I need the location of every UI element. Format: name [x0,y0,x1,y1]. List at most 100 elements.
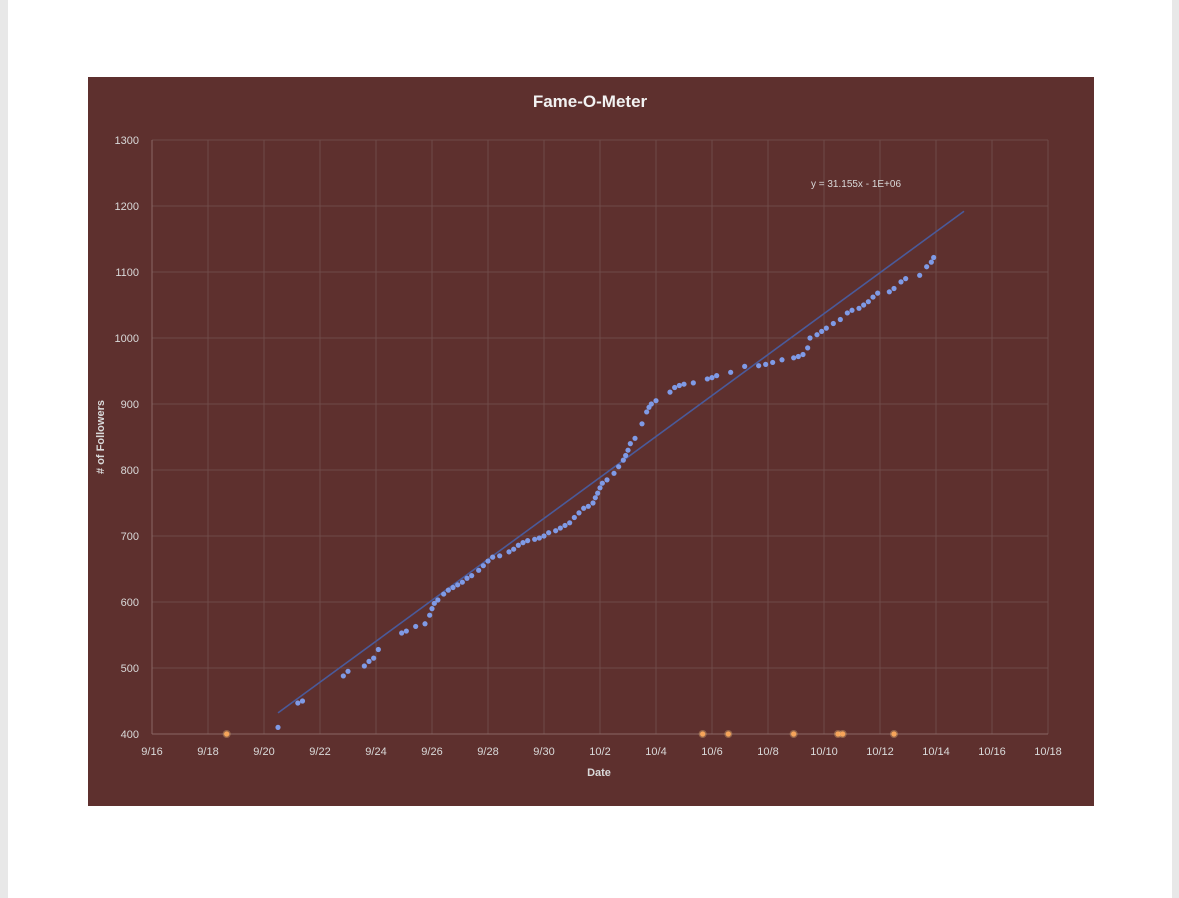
data-point-followers [399,630,405,636]
data-point-followers [931,254,937,261]
labels: Fame-O-Meter Date # of Followers y = 31.… [95,92,1062,779]
data-point-followers [553,528,559,534]
data-point-followers [590,500,596,506]
data-point-followers [627,441,633,447]
data-point-followers [648,401,654,407]
data-point-followers [562,522,568,529]
data-point-followers [676,382,682,389]
data-point-followers [928,259,934,265]
x-tick-label: 10/8 [757,746,778,758]
data-point-followers [455,582,461,588]
axes [151,140,1048,735]
chart-area: Fame-O-Meter Date # of Followers y = 31.… [88,77,1094,806]
data-point-followers [625,447,631,453]
data-point-followers [581,505,587,511]
data-points [222,254,937,738]
data-point-followers [464,575,470,581]
data-point-followers [469,573,475,579]
data-point-followers [644,409,650,415]
data-point-followers [427,612,433,618]
data-point-baseline [791,731,797,737]
y-tick-label: 800 [121,465,139,477]
data-point-followers [709,375,715,381]
trendline [277,210,965,714]
data-point-followers [536,535,542,541]
x-tick-label: 10/2 [589,746,610,758]
x-tick-label: 9/26 [421,746,442,758]
data-point-followers [431,600,437,606]
data-point-followers [571,514,577,521]
x-tick-label: 10/10 [810,746,838,758]
data-point-followers [800,351,806,358]
data-point-followers [742,363,748,369]
data-point-followers [366,658,372,665]
y-tick-label: 700 [121,531,139,543]
data-point-followers [795,353,801,360]
gridlines [152,139,1049,734]
data-point-followers [917,272,923,278]
data-point-followers [459,579,465,585]
trendline-layer [277,210,965,714]
data-point-followers [807,335,813,341]
x-tick-label: 9/16 [141,746,162,758]
data-point-followers [525,538,531,544]
x-tick-label: 10/16 [978,746,1006,758]
y-tick-label: 1100 [115,267,139,279]
data-point-followers [616,464,622,470]
data-point-followers [450,584,456,591]
x-tick-label: 9/24 [365,746,386,758]
data-point-followers [861,302,867,308]
data-point-followers [275,724,281,731]
page: Fame-O-Meter Date # of Followers y = 31.… [8,0,1172,898]
x-tick-label: 10/4 [645,746,666,758]
data-point-followers [585,503,591,509]
data-point-followers [345,668,351,674]
data-point-followers [891,285,897,292]
data-point-followers [557,525,563,531]
data-point-followers [435,597,441,603]
x-tick-label: 10/18 [1034,746,1062,758]
data-point-followers [667,389,673,395]
data-point-followers [592,495,598,501]
x-tick-label: 9/18 [197,746,218,758]
data-point-followers [704,376,710,382]
x-axis-title: Date [587,767,611,779]
data-point-followers [375,646,381,653]
data-point-followers [599,480,605,486]
data-point-followers [611,470,617,476]
data-point-followers [849,307,855,313]
data-point-followers [595,490,601,496]
data-point-followers [690,380,696,386]
data-point-followers [856,305,862,311]
data-point-followers [340,673,346,679]
data-point-followers [791,355,797,361]
data-point-followers [681,381,687,387]
data-point-followers [837,316,843,323]
data-point-followers [441,591,447,597]
data-point-followers [515,542,521,548]
x-tick-label: 9/28 [477,746,498,758]
data-point-followers [924,264,930,270]
data-point-baseline [891,731,897,737]
y-tick-label: 900 [121,399,139,411]
data-point-followers [728,369,734,375]
data-point-followers [714,373,720,379]
data-point-followers [476,567,482,573]
data-point-followers [844,310,850,316]
chart-title: Fame-O-Meter [533,92,648,111]
data-point-followers [506,549,512,555]
data-point-followers [429,606,435,612]
data-point-followers [653,398,659,404]
data-point-followers [485,558,491,564]
data-point-followers [672,384,678,391]
data-point-followers [361,663,367,669]
data-point-followers [903,276,909,282]
data-point-followers [875,290,881,296]
data-point-followers [546,530,552,536]
data-point-followers [805,345,811,351]
data-point-followers [763,361,769,367]
data-point-followers [756,363,762,369]
x-tick-label: 10/14 [922,746,950,758]
data-point-followers [480,563,486,569]
chart-svg: Fame-O-Meter Date # of Followers y = 31.… [95,92,1062,779]
